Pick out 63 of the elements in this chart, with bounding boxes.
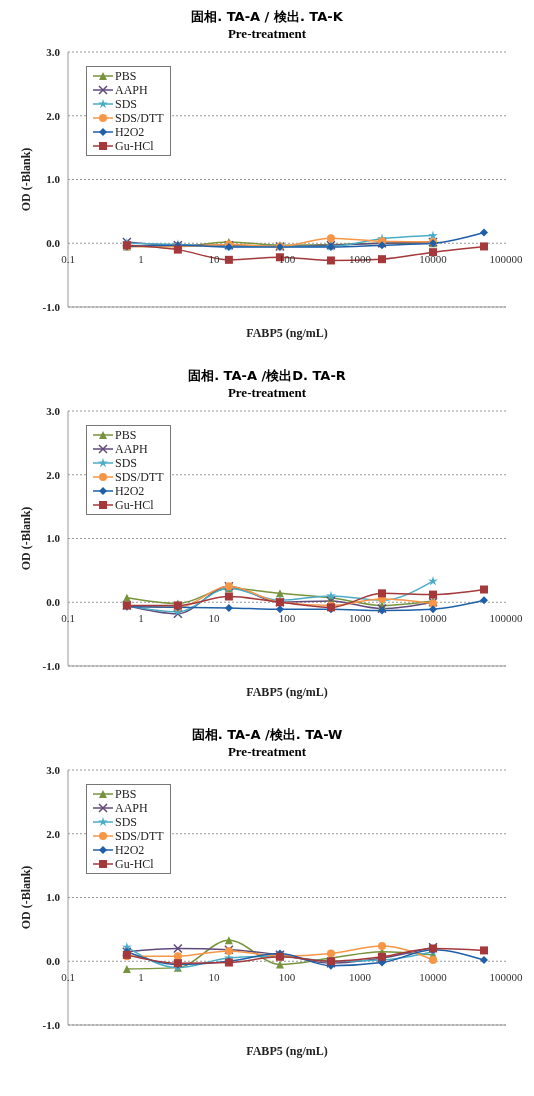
y-tick-label: 0.0 [46,237,61,250]
y-tick-label: 1.0 [46,532,61,545]
y-tick-label: 0.0 [46,955,61,968]
chart-subtitle: Pre-treatment [226,385,308,401]
legend-label: H2O2 [115,125,145,139]
legend-label: Gu-HCl [115,857,154,871]
x-tick-label: 100000 [489,971,523,984]
x-tick-label: 10 [208,971,220,984]
chart-title: 固相. TA-A / 検出. TA-K [190,8,344,26]
chart-subtitle: Pre-treatment [226,744,308,760]
x-tick-label: 1 [138,971,144,984]
legend-label: PBS [115,428,137,442]
x-tick-label: 10 [208,612,220,625]
x-tick-label: 100000 [489,253,523,266]
x-tick-label: 100 [278,612,296,625]
legend-label: PBS [115,69,137,83]
y-tick-label: 2.0 [46,827,61,840]
legend-label: SDS [115,97,138,111]
y-tick-label: 3.0 [46,763,61,776]
chart-title: 固相. TA-A /検出D. TA-R [187,367,347,385]
x-tick-label: 0.1 [61,253,75,266]
x-tick-label: 0.1 [61,612,75,625]
y-tick-label: 0.0 [46,596,61,609]
x-tick-label: 1000 [349,612,372,625]
legend-label: AAPH [115,442,148,456]
chart-title: 固相. TA-A /検出. TA-W [190,726,344,744]
legend-label: AAPH [115,83,148,97]
x-tick-label: 10000 [419,253,448,266]
y-tick-label: -1.0 [42,659,61,672]
y-axis-title: OD (-Blank) [19,506,34,571]
x-tick-label: 1000 [349,971,372,984]
legend-label: SDS/DTT [115,829,164,843]
x-tick-label: 10000 [419,971,448,984]
x-tick-label: 0.1 [61,971,75,984]
legend-label: H2O2 [115,484,145,498]
x-tick-label: 1 [138,253,144,266]
legend-label: Gu-HCl [115,498,154,512]
legend-label: SDS [115,456,138,470]
legend-label: Gu-HCl [115,139,154,153]
x-axis-title: FABP5 (ng/mL) [246,326,328,340]
y-tick-label: 2.0 [46,109,61,122]
legend-label: SDS/DTT [115,111,164,125]
y-tick-label: -1.0 [42,1018,61,1031]
y-axis-title: OD (-Blank) [19,147,34,212]
y-tick-label: -1.0 [42,300,61,313]
legend-label: H2O2 [115,843,145,857]
legend-label: SDS [115,815,138,829]
x-axis-title: FABP5 (ng/mL) [246,1044,328,1058]
y-tick-label: 1.0 [46,173,61,186]
y-tick-label: 1.0 [46,891,61,904]
x-tick-label: 10000 [419,612,448,625]
y-axis-title: OD (-Blank) [19,865,34,930]
x-tick-label: 100 [278,971,296,984]
legend-label: SDS/DTT [115,470,164,484]
x-axis-title: FABP5 (ng/mL) [246,685,328,699]
legend-label: PBS [115,787,137,801]
chart-subtitle: Pre-treatment [226,26,308,42]
y-tick-label: 2.0 [46,468,61,481]
legend-label: AAPH [115,801,148,815]
x-tick-label: 100000 [489,612,523,625]
y-tick-label: 3.0 [46,45,61,58]
x-tick-label: 1 [138,612,144,625]
y-tick-label: 3.0 [46,404,61,417]
